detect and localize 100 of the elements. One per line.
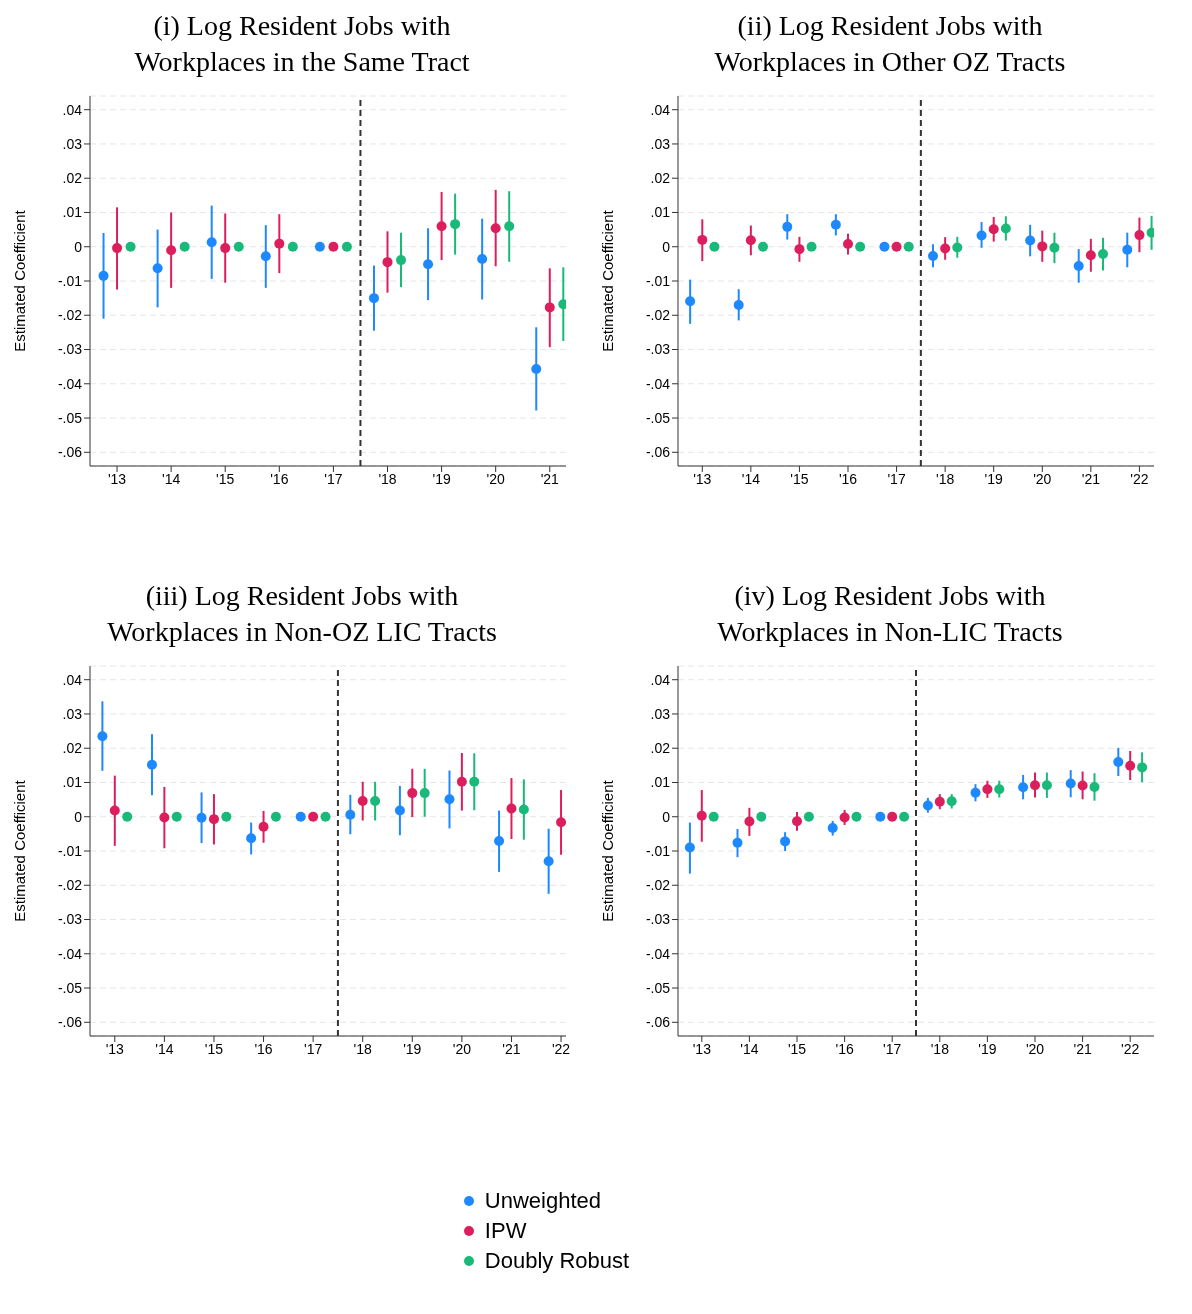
- x-tick-label: '13: [105, 1040, 125, 1057]
- point: [685, 296, 696, 307]
- point: [544, 302, 555, 313]
- y-tick-label: 0: [662, 238, 671, 255]
- point: [1098, 248, 1108, 259]
- y-tick-label: -.06: [645, 444, 671, 461]
- point: [357, 795, 368, 806]
- x-tick-label: '14: [740, 1040, 759, 1057]
- x-tick-label: '21: [1081, 470, 1101, 487]
- y-tick-label: .02: [62, 740, 83, 757]
- y-tick-label: -.03: [57, 341, 83, 358]
- legend-label: Unweighted: [484, 1188, 602, 1214]
- point: [1025, 235, 1036, 246]
- point: [206, 237, 217, 248]
- x-tick-label: '18: [936, 470, 955, 487]
- point: [952, 242, 963, 253]
- y-tick-label: -.06: [57, 1014, 83, 1031]
- point: [851, 811, 862, 822]
- y-axis-title: Estimated Coefficient: [599, 209, 617, 352]
- point: [518, 804, 529, 815]
- point: [922, 800, 933, 811]
- chart-title: (i) Log Resident Jobs with Workplaces in the Same Tract: [134, 9, 470, 79]
- point: [782, 221, 793, 232]
- y-tick-label: -.03: [645, 911, 671, 928]
- point: [1000, 223, 1011, 234]
- x-tick-label: '13: [692, 1040, 712, 1057]
- point: [928, 250, 938, 261]
- x-tick-label: '17: [883, 1040, 902, 1057]
- point: [1018, 782, 1029, 793]
- y-tick-label: .01: [650, 204, 671, 221]
- point: [1137, 762, 1148, 773]
- y-tick-label: -.03: [57, 911, 83, 928]
- point: [1089, 781, 1100, 792]
- point: [1122, 244, 1133, 255]
- point: [903, 241, 914, 252]
- x-tick-label: '21: [1073, 1040, 1092, 1057]
- point: [803, 811, 814, 822]
- x-tick-label: '16: [270, 470, 289, 487]
- y-tick-label: -.01: [57, 272, 83, 289]
- point: [258, 821, 269, 832]
- point: [221, 811, 232, 822]
- y-tick-label: -.04: [57, 945, 83, 962]
- point: [1065, 778, 1076, 789]
- x-tick-label: '14: [741, 470, 761, 487]
- point: [970, 787, 981, 798]
- point: [875, 811, 886, 822]
- point: [1030, 780, 1040, 791]
- y-tick-label: .04: [62, 671, 83, 688]
- point: [146, 759, 157, 770]
- y-tick-label: .03: [650, 135, 671, 152]
- point: [684, 842, 695, 853]
- point: [419, 788, 430, 799]
- point: [976, 230, 987, 241]
- point: [732, 837, 743, 848]
- y-tick-label: -.01: [645, 842, 671, 859]
- point: [1125, 760, 1136, 771]
- x-tick-label: '13: [693, 470, 712, 487]
- point: [940, 243, 951, 254]
- y-tick-label: .04: [650, 101, 671, 118]
- x-tick-label: '18: [930, 1040, 950, 1057]
- x-tick-label: '22: [551, 1040, 571, 1057]
- point: [855, 241, 866, 252]
- point: [469, 776, 480, 787]
- point: [934, 796, 945, 807]
- point: [208, 814, 219, 825]
- x-tick-label: '21: [502, 1040, 521, 1057]
- y-tick-label: .02: [650, 740, 671, 757]
- y-axis-title: Estimated Coefficient: [599, 779, 617, 922]
- y-tick-label: -.04: [645, 945, 671, 962]
- point: [328, 241, 339, 252]
- point: [450, 219, 461, 230]
- point: [196, 812, 207, 823]
- point: [97, 731, 108, 742]
- x-tick-label: '22: [1121, 1040, 1140, 1057]
- chart-title: (iii) Log Resident Jobs with Workplaces in Non-OZ LIC Tracts: [107, 579, 497, 649]
- chart-title: (iv) Log Resident Jobs with Workplaces in Non-LIC Tracts: [717, 579, 1063, 649]
- chart-title: (ii) Log Resident Jobs with Workplaces in Other OZ Tracts: [714, 9, 1066, 79]
- point: [179, 241, 190, 252]
- point: [274, 238, 285, 249]
- y-tick-label: .01: [62, 774, 83, 791]
- x-tick-label: '18: [378, 470, 397, 487]
- x-tick-label: '16: [838, 470, 858, 487]
- point: [733, 299, 744, 310]
- x-tick-label: '20: [452, 1040, 472, 1057]
- point: [879, 241, 890, 252]
- point: [122, 811, 133, 822]
- point: [709, 241, 720, 252]
- point: [1113, 756, 1124, 767]
- point: [396, 255, 407, 266]
- point: [946, 796, 957, 807]
- point: [314, 241, 325, 252]
- point: [246, 833, 257, 844]
- y-tick-label: 0: [662, 808, 671, 825]
- y-axis-title: Estimated Coefficient: [11, 779, 29, 922]
- y-tick-label: -.06: [57, 444, 83, 461]
- y-tick-label: 0: [74, 808, 83, 825]
- x-tick-label: '13: [107, 470, 127, 487]
- point: [1049, 242, 1060, 253]
- x-tick-label: '15: [216, 470, 235, 487]
- y-tick-label: .03: [62, 705, 83, 722]
